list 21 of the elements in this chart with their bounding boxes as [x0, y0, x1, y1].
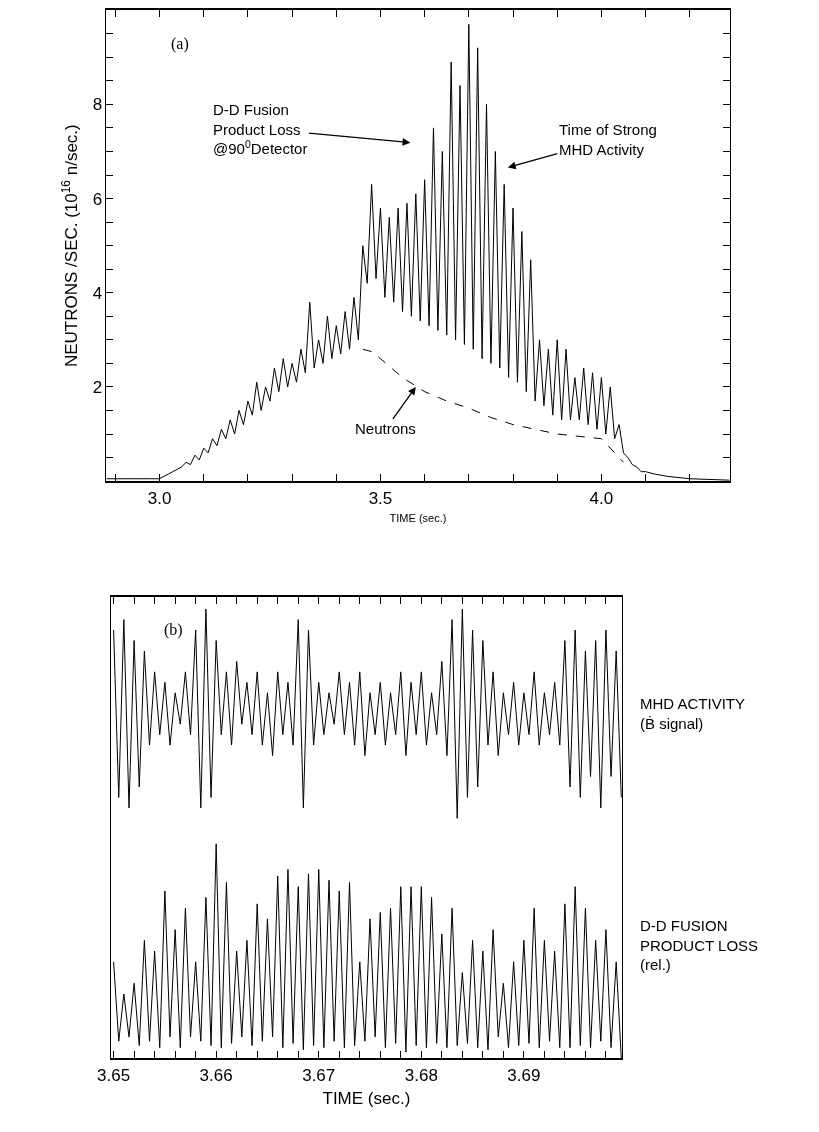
y-tick-label: 4 — [92, 283, 103, 303]
series-label: MHD ACTIVITY (Ḃ signal) — [640, 695, 746, 732]
annotation: D-D Fusion Product Loss @90$^{0}$Detector — [213, 101, 308, 157]
x-tick-label: 3.68 — [404, 1065, 438, 1085]
x-tick-label: 3.69 — [507, 1065, 541, 1085]
y-tick-label: 6 — [92, 189, 103, 209]
y-tick-label: 8 — [92, 95, 103, 115]
series-label: D-D FUSION PRODUCT LOSS (rel.) — [640, 917, 759, 973]
annotation: (a) — [171, 35, 189, 53]
annotation: Neutrons — [355, 420, 416, 437]
x-tick-label: 3.0 — [147, 488, 172, 508]
x-tick-label: 3.5 — [368, 488, 393, 508]
annotation: (b) — [164, 621, 183, 639]
y-tick-label: 2 — [92, 377, 103, 397]
x-tick-label: 3.65 — [97, 1065, 131, 1085]
x-tick-label: 3.67 — [302, 1065, 336, 1085]
annotation: Time of Strong MHD Activity — [559, 121, 657, 158]
x-axis-title: TIME (sec.) — [389, 512, 447, 525]
x-axis-title: TIME (sec.) — [322, 1088, 411, 1108]
x-tick-label: 3.66 — [199, 1065, 233, 1085]
x-tick-label: 4.0 — [589, 488, 614, 508]
